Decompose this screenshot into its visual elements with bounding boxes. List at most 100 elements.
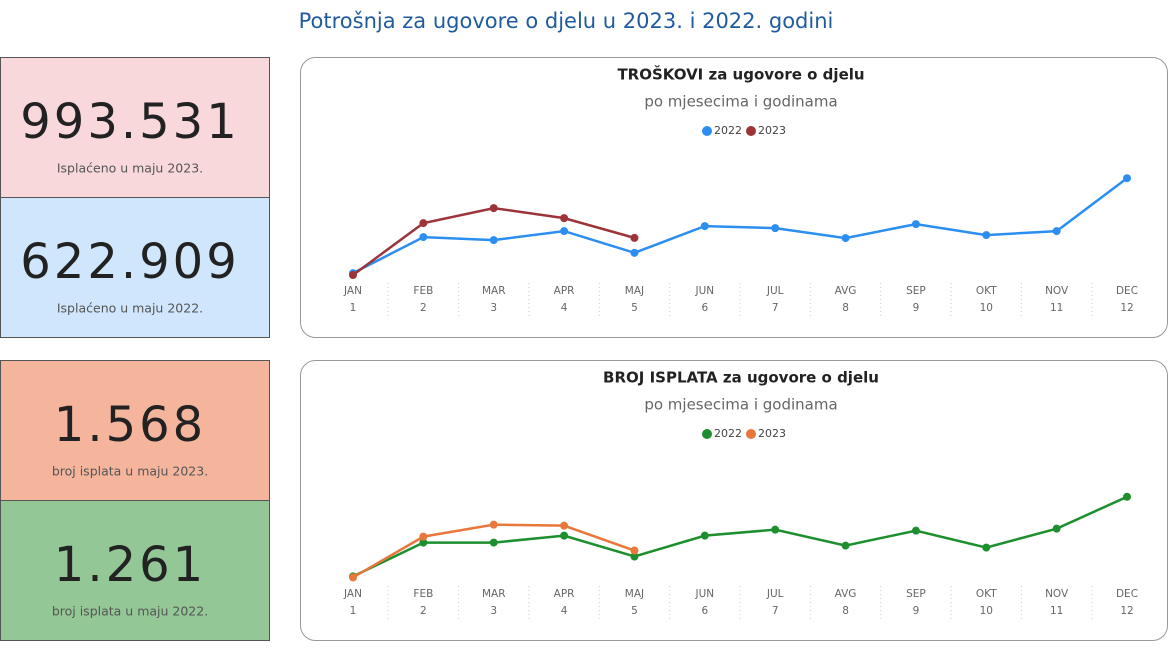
- x-tick-label: APR: [554, 285, 575, 297]
- data-point: [700, 531, 709, 540]
- data-point: [1123, 174, 1131, 183]
- x-tick-label: JAN: [343, 285, 362, 297]
- data-point: [489, 204, 498, 213]
- x-tick-label: MAR: [482, 285, 506, 297]
- data-point: [560, 227, 569, 236]
- x-tick-label: AVG: [835, 285, 857, 297]
- data-point: [489, 236, 498, 245]
- data-point: [489, 520, 498, 529]
- kpi-value: 993.531: [20, 94, 240, 150]
- kpi-card: [0, 360, 270, 501]
- kpi-card: [0, 57, 270, 198]
- x-tick-label: MAR: [482, 588, 506, 600]
- x-tick-label: 8: [842, 605, 849, 617]
- x-tick-label: 8: [842, 302, 849, 314]
- x-tick-label: 2: [420, 302, 427, 314]
- legend-marker: [702, 126, 712, 136]
- data-point: [419, 538, 428, 547]
- kpi-card: [0, 500, 270, 641]
- x-tick-label: JUN: [694, 588, 714, 600]
- x-tick-label: JUL: [766, 285, 784, 297]
- data-point: [560, 214, 569, 223]
- data-point: [1052, 524, 1061, 533]
- data-point: [349, 271, 357, 280]
- data-point: [630, 552, 639, 561]
- x-tick-label: 9: [913, 302, 920, 314]
- x-tick-label: 5: [631, 302, 638, 314]
- kpi-card: [0, 197, 270, 338]
- x-tick-label: 7: [772, 605, 779, 617]
- x-tick-label: OKT: [976, 588, 997, 600]
- x-tick-label: SEP: [906, 588, 926, 600]
- x-tick-label: JUL: [766, 588, 784, 600]
- kpi-value: 1.261: [54, 537, 206, 593]
- kpi-value: 1.568: [54, 397, 206, 453]
- chart-subtitle: po mjesecima i godinama: [644, 93, 837, 111]
- x-tick-label: MAJ: [625, 588, 644, 600]
- x-tick-label: 11: [1050, 302, 1063, 314]
- x-tick-label: 6: [701, 605, 708, 617]
- kpi-label: broj isplata u maju 2022.: [52, 604, 208, 619]
- kpi-label: broj isplata u maju 2023.: [52, 464, 208, 479]
- chart-panel: [300, 360, 1168, 641]
- x-tick-label: 12: [1120, 302, 1133, 314]
- legend-marker: [702, 429, 712, 439]
- x-tick-label: NOV: [1045, 588, 1069, 600]
- legend-marker: [746, 429, 756, 439]
- x-tick-label: 3: [490, 605, 497, 617]
- x-tick-label: 1: [350, 605, 357, 617]
- data-point: [982, 543, 991, 552]
- x-tick-label: DEC: [1116, 588, 1138, 600]
- x-tick-label: 10: [980, 605, 993, 617]
- data-point: [982, 231, 991, 240]
- legend-marker: [746, 126, 756, 136]
- chart-subtitle: po mjesecima i godinama: [644, 396, 837, 414]
- page-title: Potrošnja za ugovore o djelu u 2023. i 2…: [299, 9, 834, 33]
- kpi-label: Isplaćeno u maju 2023.: [57, 161, 203, 176]
- series-line: [352, 177, 1128, 275]
- x-tick-label: 11: [1050, 605, 1063, 617]
- x-tick-label: 10: [980, 302, 993, 314]
- chart-panel: [300, 57, 1168, 338]
- x-tick-label: AVG: [835, 588, 857, 600]
- x-tick-label: 4: [561, 605, 568, 617]
- data-point: [1052, 227, 1061, 236]
- data-point: [1123, 492, 1131, 501]
- data-point: [700, 222, 709, 231]
- data-point: [911, 220, 920, 229]
- data-point: [841, 234, 850, 243]
- x-tick-label: FEB: [413, 588, 433, 600]
- x-tick-label: SEP: [906, 285, 926, 297]
- x-tick-label: JUN: [694, 285, 714, 297]
- data-point: [489, 538, 498, 547]
- chart-title: BROJ ISPLATA za ugovore o djelu: [603, 369, 879, 387]
- x-tick-label: JAN: [343, 588, 362, 600]
- kpi-label: Isplaćeno u maju 2022.: [57, 301, 203, 316]
- legend-label: 2023: [758, 124, 786, 137]
- data-point: [771, 224, 780, 233]
- x-tick-label: 6: [701, 302, 708, 314]
- series-line: [352, 495, 1128, 578]
- data-point: [419, 233, 428, 242]
- x-tick-label: APR: [554, 588, 575, 600]
- legend-label: 2023: [758, 427, 786, 440]
- x-tick-label: MAJ: [625, 285, 644, 297]
- data-point: [911, 526, 920, 535]
- x-tick-label: FEB: [413, 285, 433, 297]
- data-point: [349, 573, 357, 582]
- x-tick-label: 12: [1120, 605, 1133, 617]
- x-tick-label: 3: [490, 302, 497, 314]
- chart-title: TROŠKOVI za ugovore o djelu: [617, 65, 864, 84]
- x-tick-label: 5: [631, 605, 638, 617]
- data-point: [630, 233, 639, 242]
- legend-label: 2022: [714, 427, 742, 440]
- data-point: [419, 219, 428, 228]
- data-point: [771, 525, 780, 534]
- kpi-value: 622.909: [20, 234, 240, 290]
- data-point: [630, 546, 639, 555]
- data-point: [841, 541, 850, 550]
- x-tick-label: 9: [913, 605, 920, 617]
- x-tick-label: NOV: [1045, 285, 1069, 297]
- data-point: [560, 521, 569, 530]
